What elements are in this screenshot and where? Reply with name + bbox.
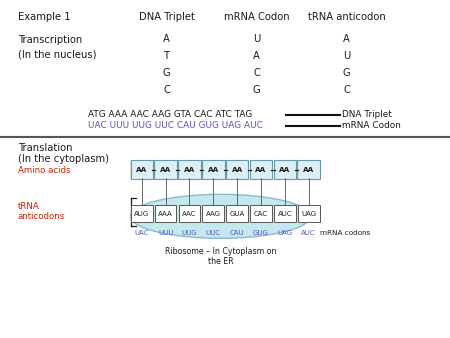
Text: Transcription: Transcription bbox=[18, 35, 82, 46]
Text: A: A bbox=[343, 34, 350, 44]
Text: A: A bbox=[163, 34, 170, 44]
Text: mRNA codons: mRNA codons bbox=[320, 230, 370, 236]
Text: AA: AA bbox=[184, 167, 195, 173]
FancyBboxPatch shape bbox=[155, 205, 176, 222]
Text: (In the cytoplasm): (In the cytoplasm) bbox=[18, 154, 109, 164]
FancyBboxPatch shape bbox=[130, 160, 153, 179]
Text: C: C bbox=[253, 68, 260, 78]
Text: ATG AAA AAC AAG GTA CAC ATC TAG: ATG AAA AAC AAG GTA CAC ATC TAG bbox=[88, 111, 252, 119]
Text: Translation: Translation bbox=[18, 143, 72, 153]
Text: Amino acids: Amino acids bbox=[18, 166, 71, 175]
Text: AA: AA bbox=[256, 167, 266, 173]
Text: DNA Triplet: DNA Triplet bbox=[139, 12, 194, 22]
Text: AA: AA bbox=[303, 167, 315, 173]
FancyBboxPatch shape bbox=[179, 205, 200, 222]
Text: AAA: AAA bbox=[158, 211, 173, 217]
FancyBboxPatch shape bbox=[250, 205, 272, 222]
Text: AA: AA bbox=[207, 167, 219, 173]
Ellipse shape bbox=[130, 194, 310, 238]
FancyBboxPatch shape bbox=[154, 160, 177, 179]
Text: tRNA
anticodons: tRNA anticodons bbox=[18, 201, 65, 221]
Text: GUA: GUA bbox=[230, 211, 245, 217]
Text: tRNA anticodon: tRNA anticodon bbox=[308, 12, 385, 22]
Text: AUG: AUG bbox=[134, 211, 149, 217]
Text: G: G bbox=[252, 84, 261, 95]
FancyBboxPatch shape bbox=[131, 205, 153, 222]
FancyBboxPatch shape bbox=[178, 160, 201, 179]
Text: UUC: UUC bbox=[206, 230, 221, 236]
Text: mRNA Codon: mRNA Codon bbox=[342, 121, 401, 130]
FancyBboxPatch shape bbox=[297, 160, 320, 179]
Text: AAC: AAC bbox=[182, 211, 197, 217]
Text: AAG: AAG bbox=[206, 211, 221, 217]
Text: UAC UUU UUG UUC CAU GUG UAG AUC: UAC UUU UUG UUC CAU GUG UAG AUC bbox=[88, 121, 263, 130]
Text: DNA Triplet: DNA Triplet bbox=[342, 111, 392, 119]
Text: UAG: UAG bbox=[301, 211, 316, 217]
Text: Ribosome – In Cytoplasm on
the ER: Ribosome – In Cytoplasm on the ER bbox=[165, 247, 276, 266]
FancyBboxPatch shape bbox=[226, 205, 248, 222]
Text: CAU: CAU bbox=[230, 230, 244, 236]
Text: AA: AA bbox=[279, 167, 291, 173]
Text: AUC: AUC bbox=[302, 230, 316, 236]
FancyBboxPatch shape bbox=[298, 205, 320, 222]
Text: C: C bbox=[163, 84, 170, 95]
Text: UUU: UUU bbox=[158, 230, 173, 236]
Text: AUC: AUC bbox=[278, 211, 292, 217]
Text: UUG: UUG bbox=[182, 230, 197, 236]
Text: T: T bbox=[163, 51, 170, 61]
FancyBboxPatch shape bbox=[274, 205, 296, 222]
Text: U: U bbox=[343, 51, 350, 61]
Text: C: C bbox=[343, 84, 350, 95]
Text: G: G bbox=[162, 68, 171, 78]
FancyBboxPatch shape bbox=[202, 205, 224, 222]
FancyBboxPatch shape bbox=[226, 160, 248, 179]
FancyBboxPatch shape bbox=[202, 160, 225, 179]
Text: mRNA Codon: mRNA Codon bbox=[224, 12, 289, 22]
Text: UAG: UAG bbox=[277, 230, 292, 236]
Text: (In the nucleus): (In the nucleus) bbox=[18, 49, 96, 59]
Text: G: G bbox=[342, 68, 351, 78]
Text: AA: AA bbox=[231, 167, 243, 173]
FancyBboxPatch shape bbox=[250, 160, 272, 179]
Text: GUG: GUG bbox=[253, 230, 269, 236]
FancyBboxPatch shape bbox=[274, 160, 296, 179]
Text: A: A bbox=[253, 51, 260, 61]
Text: AA: AA bbox=[160, 167, 171, 173]
Text: UAC: UAC bbox=[135, 230, 149, 236]
Text: AA: AA bbox=[136, 167, 148, 173]
Text: U: U bbox=[253, 34, 260, 44]
Text: CAC: CAC bbox=[254, 211, 268, 217]
Text: Example 1: Example 1 bbox=[18, 12, 71, 22]
